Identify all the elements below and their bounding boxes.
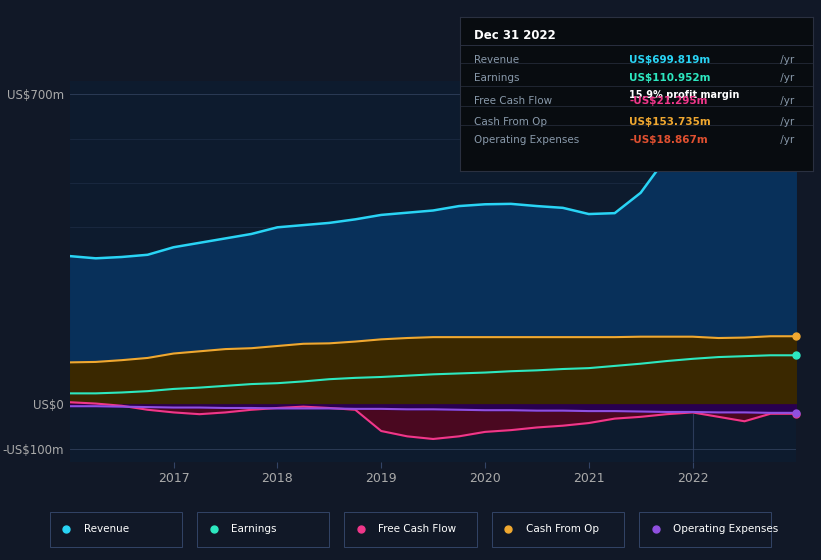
Text: -US$21.295m: -US$21.295m bbox=[629, 96, 708, 106]
Text: Earnings: Earnings bbox=[232, 524, 277, 534]
Text: -US$18.867m: -US$18.867m bbox=[629, 135, 708, 145]
Point bbox=[790, 90, 803, 99]
Text: /yr: /yr bbox=[777, 55, 794, 65]
Text: Free Cash Flow: Free Cash Flow bbox=[378, 524, 456, 534]
Text: Earnings: Earnings bbox=[474, 73, 520, 83]
FancyBboxPatch shape bbox=[492, 512, 624, 547]
Text: Free Cash Flow: Free Cash Flow bbox=[474, 96, 552, 106]
Text: US$153.735m: US$153.735m bbox=[629, 116, 711, 127]
Point bbox=[790, 409, 803, 418]
Point bbox=[790, 332, 803, 340]
Text: /yr: /yr bbox=[777, 73, 794, 83]
Text: /yr: /yr bbox=[777, 116, 794, 127]
Text: /yr: /yr bbox=[777, 96, 794, 106]
Text: Revenue: Revenue bbox=[474, 55, 519, 65]
Text: Revenue: Revenue bbox=[84, 524, 129, 534]
FancyBboxPatch shape bbox=[50, 512, 182, 547]
Text: 15.9% profit margin: 15.9% profit margin bbox=[629, 90, 740, 100]
Text: Cash From Op: Cash From Op bbox=[474, 116, 547, 127]
Text: Operating Expenses: Operating Expenses bbox=[673, 524, 778, 534]
Text: /yr: /yr bbox=[777, 135, 794, 145]
FancyBboxPatch shape bbox=[197, 512, 329, 547]
Text: US$110.952m: US$110.952m bbox=[629, 73, 711, 83]
FancyBboxPatch shape bbox=[345, 512, 476, 547]
Text: Operating Expenses: Operating Expenses bbox=[474, 135, 579, 145]
FancyBboxPatch shape bbox=[639, 512, 771, 547]
Text: Dec 31 2022: Dec 31 2022 bbox=[474, 29, 556, 42]
Point bbox=[790, 408, 803, 417]
Text: US$699.819m: US$699.819m bbox=[629, 55, 710, 65]
Point bbox=[790, 351, 803, 360]
Text: Cash From Op: Cash From Op bbox=[525, 524, 599, 534]
